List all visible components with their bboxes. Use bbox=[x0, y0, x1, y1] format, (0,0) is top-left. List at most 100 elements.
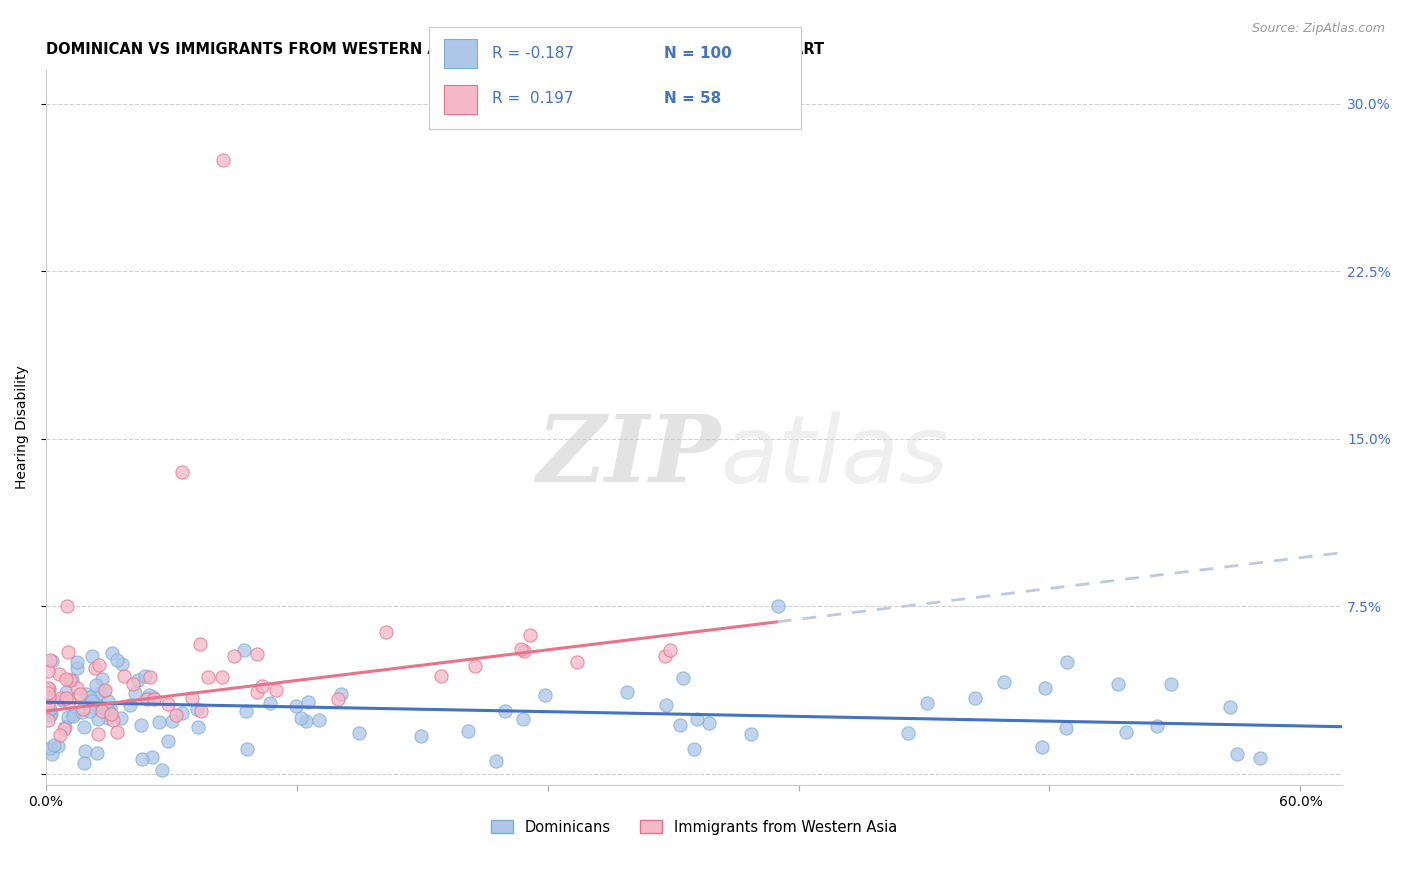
Point bbox=[1054, 721, 1077, 735]
Point bbox=[993, 674, 1015, 689]
Point bbox=[565, 655, 588, 669]
Point bbox=[246, 685, 269, 699]
Text: N = 100: N = 100 bbox=[664, 45, 731, 61]
Point bbox=[464, 658, 486, 673]
Point bbox=[37, 713, 59, 727]
Point bbox=[46, 739, 69, 753]
Point bbox=[55, 672, 77, 686]
Point bbox=[654, 698, 676, 713]
Point bbox=[55, 685, 77, 699]
Point bbox=[232, 642, 254, 657]
Point bbox=[190, 637, 212, 651]
Point bbox=[56, 645, 79, 659]
Point bbox=[1219, 700, 1241, 714]
Point bbox=[110, 711, 132, 725]
Point bbox=[409, 730, 432, 744]
Point bbox=[90, 704, 112, 718]
Point bbox=[49, 728, 72, 742]
Point bbox=[162, 714, 184, 728]
Point bbox=[79, 704, 101, 718]
Point bbox=[38, 652, 60, 666]
Point bbox=[290, 711, 312, 725]
Point bbox=[235, 704, 257, 718]
Point bbox=[86, 727, 108, 741]
Point bbox=[87, 712, 110, 726]
Point bbox=[100, 706, 122, 721]
Point bbox=[118, 698, 141, 713]
Point bbox=[136, 692, 159, 706]
Text: Source: ZipAtlas.com: Source: ZipAtlas.com bbox=[1251, 22, 1385, 36]
Point bbox=[105, 653, 128, 667]
Point bbox=[82, 694, 104, 708]
Point bbox=[157, 697, 180, 711]
Point bbox=[69, 687, 91, 701]
Point bbox=[659, 643, 682, 657]
Point bbox=[181, 691, 204, 706]
Y-axis label: Hearing Disability: Hearing Disability bbox=[15, 366, 30, 490]
Point bbox=[965, 691, 987, 706]
Point bbox=[915, 696, 938, 710]
Point bbox=[138, 670, 160, 684]
Point bbox=[97, 711, 120, 725]
Point bbox=[1115, 725, 1137, 739]
Point bbox=[93, 684, 115, 698]
Point bbox=[285, 699, 308, 714]
Point bbox=[63, 706, 86, 721]
Point bbox=[308, 713, 330, 727]
Point bbox=[1056, 656, 1078, 670]
Point bbox=[297, 695, 319, 709]
Point bbox=[66, 681, 89, 695]
Point bbox=[250, 679, 273, 693]
Point bbox=[131, 752, 153, 766]
Point bbox=[266, 682, 288, 697]
Point bbox=[38, 690, 60, 704]
Point bbox=[534, 688, 557, 702]
Point bbox=[740, 727, 762, 741]
Point bbox=[349, 726, 371, 740]
Point bbox=[142, 690, 165, 705]
Point bbox=[55, 599, 77, 614]
Point bbox=[138, 688, 160, 702]
Point bbox=[37, 698, 59, 713]
Point bbox=[897, 726, 920, 740]
Point bbox=[259, 696, 281, 710]
Point bbox=[1031, 740, 1053, 755]
Point bbox=[37, 664, 59, 678]
Point bbox=[62, 709, 84, 723]
Point bbox=[112, 669, 135, 683]
Point bbox=[654, 649, 676, 664]
Point bbox=[41, 655, 63, 669]
Point bbox=[211, 670, 233, 684]
Point bbox=[80, 649, 103, 664]
Point bbox=[197, 670, 219, 684]
Point bbox=[141, 749, 163, 764]
Point bbox=[75, 687, 97, 701]
Text: ZIP: ZIP bbox=[536, 411, 720, 501]
Point bbox=[129, 718, 152, 732]
Point bbox=[42, 738, 65, 752]
Point bbox=[669, 718, 692, 732]
Point bbox=[212, 153, 235, 167]
Point bbox=[170, 706, 193, 721]
Point bbox=[89, 657, 111, 672]
Point bbox=[73, 720, 96, 734]
Point bbox=[170, 465, 193, 479]
Point bbox=[111, 657, 134, 671]
Point bbox=[616, 685, 638, 699]
Point bbox=[190, 704, 212, 718]
Point bbox=[59, 673, 82, 687]
Point bbox=[457, 724, 479, 739]
Point bbox=[55, 691, 77, 706]
Point bbox=[107, 725, 129, 739]
Point bbox=[1160, 676, 1182, 690]
Point bbox=[48, 667, 70, 681]
Point bbox=[328, 692, 350, 706]
Legend: Dominicans, Immigrants from Western Asia: Dominicans, Immigrants from Western Asia bbox=[491, 820, 897, 835]
Point bbox=[148, 715, 170, 730]
Point bbox=[53, 722, 76, 736]
Text: R = -0.187: R = -0.187 bbox=[492, 45, 574, 61]
Point bbox=[91, 672, 114, 686]
Point bbox=[494, 704, 516, 718]
Point bbox=[165, 708, 187, 723]
Point bbox=[672, 671, 695, 685]
